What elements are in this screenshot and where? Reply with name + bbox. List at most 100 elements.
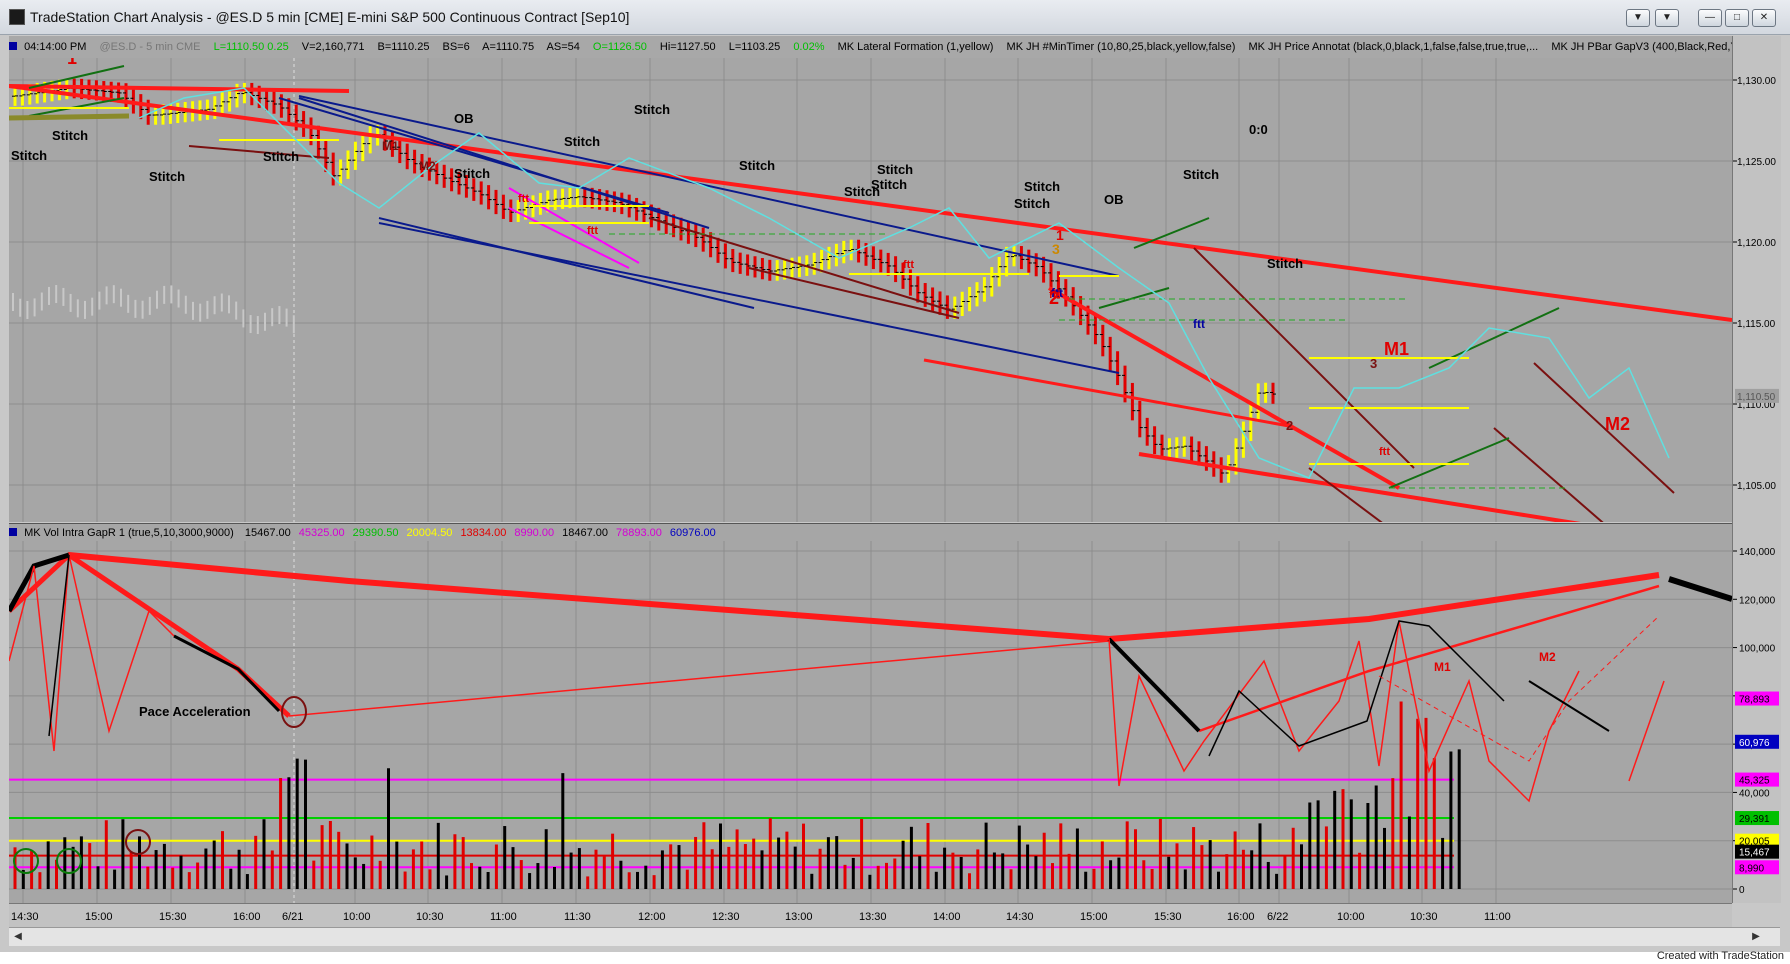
current-price-badge [1735,388,1779,403]
ftt-label: ftt [1379,446,1390,458]
study-label[interactable]: MK Lateral Formation (1,yellow) [837,41,994,53]
channel-line [1308,467,1430,559]
volume-study-name[interactable]: MK Vol Intra GapR 1 (true,5,10,3000,9000… [24,527,234,539]
volume-value-badge-label: 60,976 [1739,738,1770,749]
time-tick-label: 10:00 [343,911,371,923]
time-tick-label: 15:00 [1080,911,1108,923]
volume-zigzag [48,554,70,737]
pivot-1-label: 1 [67,58,77,68]
study-label[interactable]: MK JH PBar GapV3 (400,Black,Red,Yellow,L… [1551,41,1732,53]
channel-line [188,145,330,159]
close-icon[interactable]: ✕ [1752,9,1776,27]
time-axis[interactable]: 14:30 15:00 15:30 16:00 6/21 10:00 10:30 11:00 1… [9,903,1732,928]
channel-line [508,187,640,264]
volume-axis-label: 0 [1739,885,1745,896]
volume-value-badge [1735,691,1779,706]
ob-label: OB [1104,192,1124,207]
zigzag-line [138,87,1670,479]
stitch-label: Stitch [11,148,47,163]
channel-line [378,222,1120,374]
time-tick-label: 10:30 [416,911,444,923]
ftt-label: ftt [903,259,914,271]
study-label[interactable]: MK JH Price Annotat (black,0,black,1,fal… [1248,41,1539,53]
stitch-label: Stitch [52,128,88,143]
stitch-label: Stitch [739,158,775,173]
price-chart-panel[interactable]: Stitch Stitch Stitch Stitch Stitch Stitch Stit… [8,48,1733,559]
volume-zigzag [1528,680,1610,732]
data-series-icon [9,42,17,50]
volume-trendline [1198,584,1660,733]
stitch-label: Stitch [454,166,490,181]
pivot-2-label: 2 [1286,418,1293,433]
stitch-label: Stitch [844,184,880,199]
volume-value-badge-label: 20,005 [1739,837,1770,848]
time-tick-label: 16:00 [1227,911,1255,923]
volume-m1-label: M1 [1434,660,1451,674]
pivot-3-label: 3 [1052,241,1060,257]
pace-acceleration-label: Pace Acceleration [139,704,251,719]
volume-axis-label: 100,000 [1739,644,1776,655]
time-tick-label: 14:30 [1006,911,1034,923]
app-icon [9,9,25,25]
volume-marker-circle [13,848,39,874]
volume-value-badge-label: 15,467 [1739,848,1770,859]
status-symbol: @ES.D - 5 min CME [99,41,201,53]
ftt-label: ftt [518,193,529,205]
stitch-label: Stitch [1014,196,1050,211]
volume-chart: Pace Acceleration M1 M2 [6,541,1733,903]
system-menu-icon[interactable]: ▼ [1655,9,1679,27]
value-axis[interactable]: 1,130.00 1,125.00 1,120.00 1,115.00 1,110.00… [1732,36,1781,903]
status-last: L=1110.50 0.25 [213,41,289,53]
volume-trendline [288,640,1110,717]
score-label: 0:0 [1249,122,1268,137]
maximize-icon[interactable]: □ [1725,9,1749,27]
volume-value-badge-label: 78,893 [1739,695,1770,706]
volume-study-value: 13834.00 [460,527,507,539]
volume-zigzag [1628,680,1665,782]
value-axis-svg: 1,130.00 1,125.00 1,120.00 1,115.00 1,110.00… [1733,76,1779,896]
volume-marker-circle [56,848,82,874]
channel-line [508,207,630,269]
volume-chart-panel[interactable]: Pace Acceleration M1 M2 [6,541,1733,903]
horizontal-scrollbar[interactable]: ◀ ▶ [9,927,1780,946]
volume-m2-label: M2 [1539,650,1556,664]
channel-line [298,95,1120,277]
volume-value-badge-label: 45,325 [1739,776,1770,787]
window-title: TradeStation Chart Analysis - @ES.D 5 mi… [30,9,630,25]
status-change: 0.02% [793,41,825,53]
status-time: 04:14:00 PM [24,41,87,53]
volume-zigzag [1108,620,1580,803]
m1-label: M1 [382,139,399,153]
trendline-top [8,84,350,93]
window-menu-icon[interactable]: ▼ [1626,9,1650,27]
scroll-left-icon[interactable]: ◀ [14,931,22,942]
volume-study-value: 18467.00 [562,527,608,539]
scroll-right-icon[interactable]: ▶ [1752,931,1760,942]
status-ask-size: AS=54 [546,41,580,53]
price-axis-label: 1,120.00 [1737,238,1776,249]
stitch-label: Stitch [1183,167,1219,182]
time-tick-label: 11:30 [564,911,591,923]
time-tick-label: 15:30 [159,911,187,923]
volume-trendline [1107,637,1201,733]
stitch-label: Stitch [1267,256,1303,271]
time-tick-label: 13:00 [785,911,813,923]
footer-credit: Created with TradeStation [1656,950,1784,962]
stitch-label: Stitch [877,162,913,177]
stitch-label: Stitch [564,134,600,149]
volume-marker-circle [125,829,151,855]
volume-zigzag [1208,620,1505,757]
channel-line [1493,427,1610,529]
ftt-label: ftt [587,225,598,237]
volume-value-badge [1735,811,1779,826]
volume-value-badge [1735,860,1779,875]
study-label[interactable]: MK JH #MinTimer (10,80,25,black,yellow,f… [1006,41,1236,53]
volume-value-badge [1735,772,1779,787]
volume-value-badge [1735,844,1779,859]
minimize-icon[interactable]: — [1698,9,1722,27]
volume-marker-circle [281,696,307,728]
channel-line [1533,362,1675,494]
volume-axis-label: 120,000 [1739,595,1776,606]
time-tick-label: 15:30 [1154,911,1182,923]
volume-study-header: MK Vol Intra GapR 1 (true,5,10,3000,9000… [9,523,1732,542]
